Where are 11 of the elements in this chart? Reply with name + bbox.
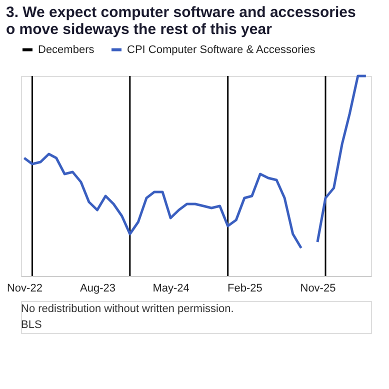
legend-label: Decembers	[38, 44, 95, 56]
x-tick-label: Feb-25	[228, 282, 262, 294]
text: 3. We expect computer software and accessories	[6, 4, 356, 21]
x-tick-label: Nov-22	[6, 282, 42, 294]
x-tick-label: May-24	[152, 282, 190, 294]
text: No redistribution without written permission.	[21, 303, 234, 315]
x-tick-label: Aug-23	[80, 282, 116, 294]
text: o move sideways the rest of this year	[6, 21, 272, 38]
text: BLS	[21, 319, 42, 331]
x-tick-label: Nov-25	[300, 282, 336, 294]
legend-label: CPI Computer Software & Accessories	[127, 44, 316, 56]
